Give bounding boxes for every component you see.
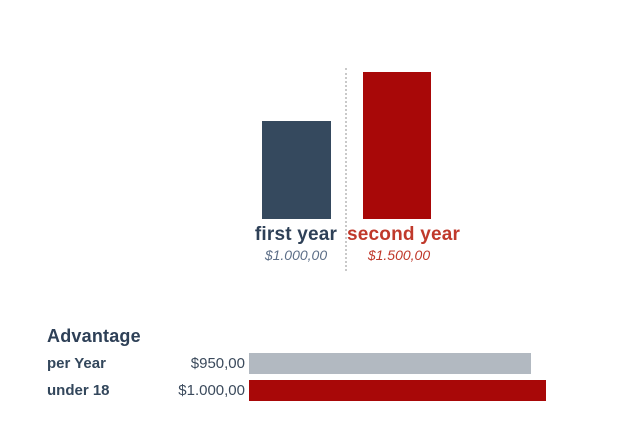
advantage-bar-per-year <box>249 353 531 374</box>
advantage-row-value-per-year: $950,00 <box>190 355 245 372</box>
value-label-second-year: $1.500,00 <box>367 247 431 263</box>
bar-first-year <box>262 121 331 219</box>
advantage-row-label-under-18: under 18 <box>47 382 110 399</box>
advantage-row-label-per-year: per Year <box>47 355 106 372</box>
advantage-row-value-under-18: $1.000,00 <box>178 382 245 399</box>
value-label-first-year: $1.000,00 <box>264 247 328 263</box>
advantage-bar-under-18 <box>249 380 546 401</box>
dotted-divider-line <box>345 68 347 271</box>
category-label-second-year: second year <box>347 224 461 245</box>
bar-second-year <box>363 72 431 219</box>
category-label-first-year: first year <box>254 224 338 245</box>
advantage-section-title: Advantage <box>47 326 141 346</box>
